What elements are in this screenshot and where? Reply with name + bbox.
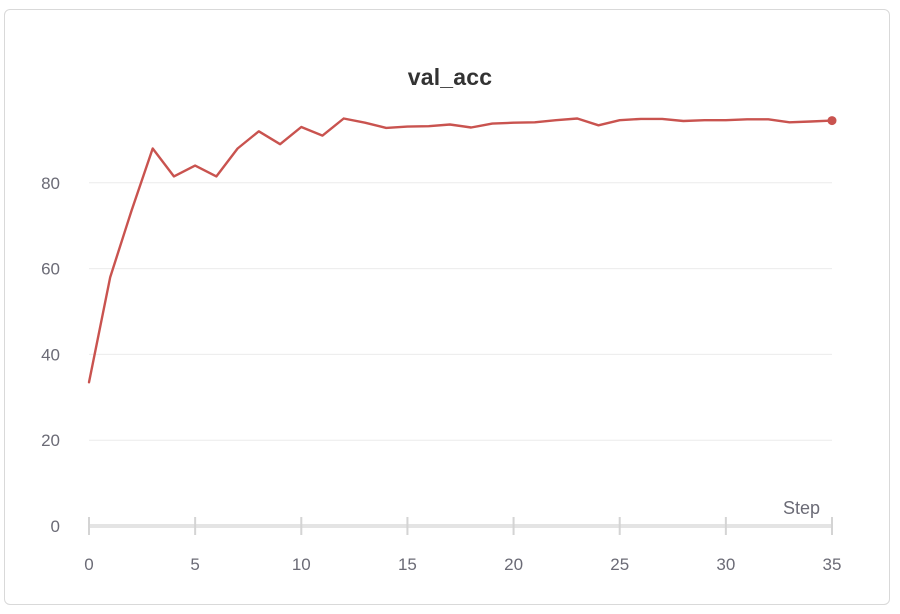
x-axis-ticks: 0 5 10 15 20 25 30 35 <box>84 517 841 574</box>
y-tick-label-20: 20 <box>41 431 60 450</box>
series-line-0 <box>87 117 834 384</box>
x-tick-label-10: 10 <box>292 555 311 574</box>
x-tick-label-35: 35 <box>823 555 842 574</box>
series-end-point-0 <box>827 116 837 126</box>
x-tick-label-30: 30 <box>716 555 735 574</box>
y-tick-label-60: 60 <box>41 260 60 279</box>
chart-panel <box>4 9 890 605</box>
series-layer <box>87 116 837 384</box>
grid-lines <box>89 182 832 441</box>
y-tick-label-80: 80 <box>41 174 60 193</box>
y-tick-label-0: 0 <box>51 517 60 536</box>
y-axis-ticks: 0 20 40 60 80 <box>41 174 60 536</box>
x-tick-label-15: 15 <box>398 555 417 574</box>
chart-title: val_acc <box>407 64 493 90</box>
y-tick-label-40: 40 <box>41 345 60 364</box>
x-axis-label: Step <box>783 498 820 518</box>
x-tick-label-0: 0 <box>84 555 93 574</box>
x-tick-label-20: 20 <box>504 555 523 574</box>
x-tick-label-5: 5 <box>190 555 199 574</box>
x-tick-label-25: 25 <box>610 555 629 574</box>
